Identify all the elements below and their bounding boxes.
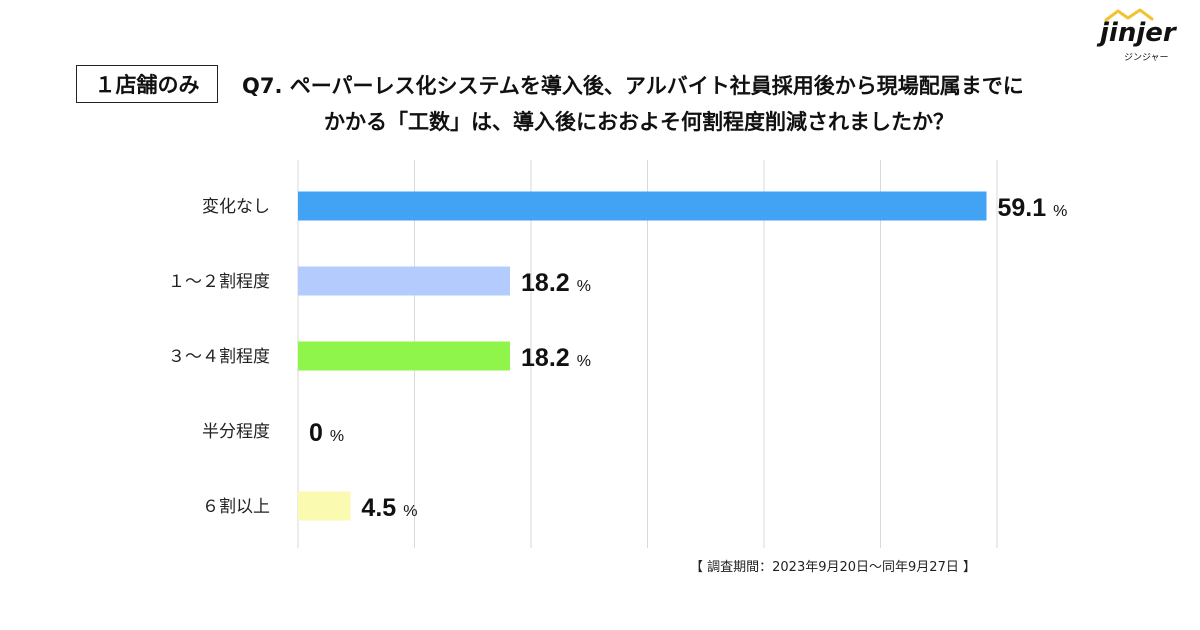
bar bbox=[298, 491, 351, 521]
unit-label: % bbox=[577, 353, 591, 370]
unit-label: % bbox=[403, 503, 417, 520]
bar bbox=[298, 266, 511, 296]
scope-label: １店舗のみ bbox=[94, 73, 200, 97]
category-label: 変化なし bbox=[202, 197, 270, 217]
unit-label: % bbox=[330, 428, 344, 445]
bar bbox=[298, 341, 511, 371]
data-label: 59.1 bbox=[998, 194, 1047, 222]
logo-wordmark: jinjer bbox=[1100, 18, 1176, 48]
jinjer-logo: jinjer ジンジャー bbox=[1098, 8, 1182, 66]
survey-period: 【 調査期間：2023年9月20日～同年9月27日 】 bbox=[690, 560, 976, 575]
data-label: 0 bbox=[309, 419, 323, 447]
question-title-line2: かかる「工数」は、導入後におおよそ何割程度削減されましたか？ bbox=[324, 110, 954, 134]
unit-label: % bbox=[577, 278, 591, 295]
category-label: ６割以上 bbox=[202, 497, 270, 517]
logo-roof-icon bbox=[1104, 8, 1154, 22]
bar bbox=[298, 191, 987, 221]
category-label: １～２割程度 bbox=[168, 272, 270, 292]
unit-label: % bbox=[1053, 203, 1067, 220]
data-label: 18.2 bbox=[521, 269, 570, 297]
category-label: 半分程度 bbox=[202, 422, 270, 442]
data-label: 4.5 bbox=[361, 494, 396, 522]
logo-subtext: ジンジャー bbox=[1124, 53, 1169, 63]
category-label: ３～４割程度 bbox=[168, 347, 270, 367]
data-label: 18.2 bbox=[521, 344, 570, 372]
scope-label-box: １店舗のみ bbox=[76, 65, 218, 103]
question-title-line1: Q7. ペーパーレス化システムを導入後、アルバイト社員採用後から現場配属までに bbox=[242, 74, 1024, 98]
